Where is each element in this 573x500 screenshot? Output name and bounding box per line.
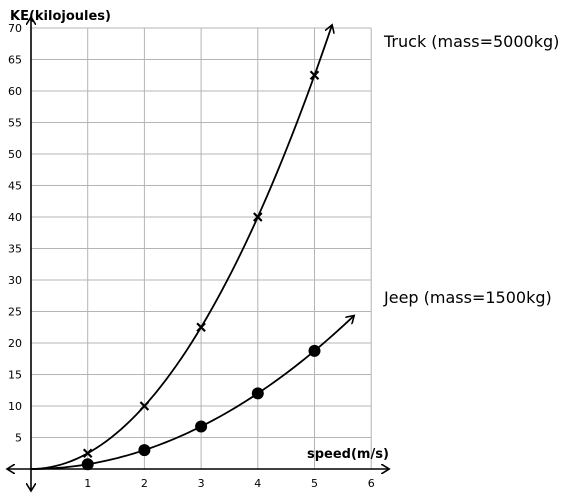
y-tick-label: 15 [8, 369, 22, 382]
series-line-0 [30, 25, 332, 470]
data-point-x-marker [309, 70, 320, 81]
data-point-circle-marker [81, 458, 94, 471]
x-tick-label: 6 [368, 477, 375, 490]
x-tick-label: 4 [254, 477, 261, 490]
grid [31, 27, 372, 469]
data-point-x-marker [82, 448, 93, 459]
y-tick-label: 25 [8, 306, 22, 319]
y-tick-label: 10 [8, 400, 22, 413]
y-tick-label: 40 [8, 211, 22, 224]
y-tick-label: 65 [8, 54, 22, 67]
data-point-circle-marker [308, 344, 321, 357]
y-tick-label: 60 [8, 85, 22, 98]
y-tick-label: 50 [8, 148, 22, 161]
series-points [81, 70, 321, 471]
data-point-x-marker [139, 401, 150, 411]
truck-series-label: Truck (mass=5000kg) [383, 32, 559, 51]
x-tick-label: 2 [141, 477, 148, 490]
y-tick-label: 30 [8, 274, 22, 287]
series-line-1 [30, 315, 354, 470]
x-tick-label: 5 [311, 477, 318, 490]
data-point-circle-marker [138, 444, 151, 457]
data-point-circle-marker [195, 420, 208, 433]
y-tick-label: 70 [8, 22, 22, 35]
jeep-series-label: Jeep (mass=1500kg) [383, 288, 552, 307]
y-tick-label: 45 [8, 180, 22, 193]
x-tick-label: 3 [198, 477, 205, 490]
x-axis-title: speed(m/s) [307, 447, 389, 462]
axes [7, 17, 389, 491]
y-tick-label: 55 [8, 117, 22, 130]
x-tick-label: 1 [84, 477, 91, 490]
y-axis-title: KE(kilojoules) [10, 9, 111, 24]
data-point-circle-marker [251, 387, 264, 400]
y-tick-label: 35 [8, 243, 22, 256]
data-point-x-marker [253, 212, 263, 222]
y-tick-label: 20 [8, 337, 22, 350]
data-point-x-marker [196, 322, 206, 333]
y-tick-label: 5 [15, 432, 22, 445]
